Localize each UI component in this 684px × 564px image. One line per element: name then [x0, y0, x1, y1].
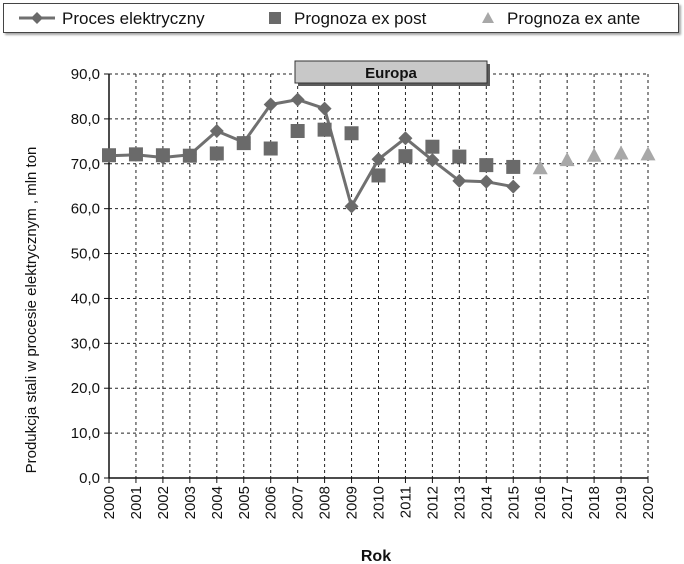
series-prognoza-ex-ante — [532, 145, 656, 175]
data-point-diamond — [344, 199, 359, 214]
legend-label-proces-elektryczny: Proces elektryczny — [62, 9, 205, 28]
data-point-triangle — [559, 152, 575, 167]
data-point-square — [290, 124, 305, 139]
data-point-square — [398, 149, 413, 164]
chart-title-box: Europa — [294, 60, 490, 86]
legend-box — [3, 3, 679, 33]
data-point-diamond — [371, 152, 386, 167]
data-point-square — [102, 148, 116, 163]
data-point-square — [182, 148, 197, 163]
x-tick-label: 2018 — [586, 486, 603, 519]
legend-item-prognoza-ex-ante: Prognoza ex ante — [482, 9, 640, 28]
y-tick-label: 0,0 — [79, 470, 100, 487]
gridlines — [109, 73, 648, 478]
x-axis-title: Rok — [361, 548, 391, 564]
y-tick-label: 50,0 — [71, 246, 100, 263]
x-tick-label: 2006 — [263, 486, 280, 519]
x-tick-label: 2017 — [559, 486, 576, 519]
x-tick-label: 2011 — [397, 486, 414, 518]
data-point-square — [506, 159, 521, 174]
x-tick-label: 2005 — [236, 486, 253, 519]
data-point-square — [479, 158, 494, 173]
data-point-square — [371, 168, 386, 183]
data-point-square — [209, 146, 224, 161]
data-point-diamond — [479, 174, 494, 189]
data-point-diamond — [263, 97, 278, 112]
y-axis-ticks: 0,0 10,0 20,0 30,0 40,0 50,0 60,0 70,0 80,0 90,0 — [71, 66, 109, 487]
data-point-square — [263, 141, 278, 156]
x-tick-label: 2013 — [451, 486, 468, 519]
data-point-diamond — [290, 92, 305, 107]
x-tick-label: 2002 — [155, 486, 172, 519]
series-prognoza-ex-post — [102, 122, 521, 183]
data-point-square — [425, 139, 440, 154]
data-point-square — [236, 136, 251, 151]
x-tick-label: 2010 — [371, 486, 388, 519]
x-axis-ticks: 2000 2001 2002 2003 2004 2005 2006 2007 2008 2009… — [101, 478, 657, 519]
y-tick-label: 40,0 — [71, 290, 100, 307]
x-tick-label: 2020 — [640, 486, 657, 519]
data-point-square — [452, 149, 467, 164]
y-tick-label: 60,0 — [71, 201, 100, 218]
series — [102, 92, 656, 214]
data-point-diamond — [506, 179, 521, 194]
y-tick-label: 90,0 — [71, 66, 100, 83]
series-line — [108, 98, 514, 208]
legend: Proces elektryczny Prognoza ex post Prog… — [19, 9, 640, 28]
x-tick-label: 2007 — [290, 486, 307, 519]
y-tick-label: 70,0 — [71, 156, 100, 173]
data-point-diamond — [317, 101, 332, 116]
y-tick-label: 10,0 — [71, 425, 100, 442]
data-point-triangle — [532, 160, 548, 175]
y-tick-label: 30,0 — [71, 335, 100, 352]
x-tick-label: 2003 — [182, 486, 199, 519]
legend-item-prognoza-ex-post: Prognoza ex post — [269, 9, 427, 28]
legend-item-proces-elektryczny: Proces elektryczny — [19, 9, 205, 28]
x-tick-label: 2000 — [101, 486, 118, 519]
data-point-diamond — [398, 131, 413, 146]
x-tick-label: 2008 — [317, 486, 334, 519]
data-point-diamond — [452, 173, 467, 188]
x-tick-label: 2001 — [128, 486, 145, 519]
y-axis-title: Produkcja stali w procesie elektrycznym … — [23, 147, 40, 474]
x-tick-label: 2015 — [505, 486, 522, 519]
legend-label-prognoza-ex-ante: Prognoza ex ante — [507, 9, 640, 28]
y-tick-label: 80,0 — [71, 111, 100, 128]
data-point-diamond — [209, 124, 224, 139]
data-point-diamond — [425, 153, 440, 168]
x-tick-label: 2019 — [613, 486, 630, 519]
data-point-triangle — [613, 145, 629, 160]
data-point-square — [155, 148, 170, 163]
data-point-triangle — [586, 147, 602, 162]
chart-title: Europa — [365, 65, 417, 82]
data-point-square — [344, 126, 359, 141]
x-tick-label: 2009 — [344, 486, 361, 519]
data-point-triangle — [640, 146, 656, 161]
data-point-square — [128, 147, 143, 162]
x-tick-label: 2016 — [532, 486, 549, 519]
data-point-square — [317, 122, 332, 137]
y-tick-label: 20,0 — [71, 380, 100, 397]
x-tick-label: 2004 — [209, 486, 226, 519]
legend-label-prognoza-ex-post: Prognoza ex post — [294, 9, 427, 28]
x-tick-label: 2014 — [478, 486, 495, 519]
x-tick-label: 2012 — [424, 486, 441, 519]
